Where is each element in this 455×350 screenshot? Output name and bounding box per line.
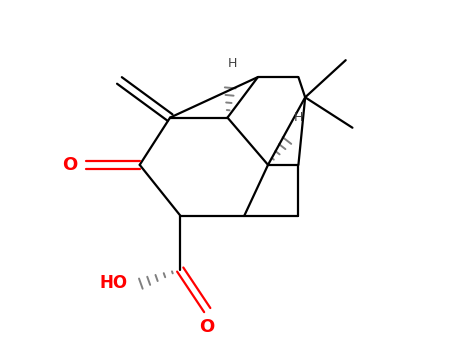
- Text: H: H: [228, 57, 238, 70]
- Text: H: H: [294, 111, 303, 124]
- Text: HO: HO: [100, 274, 127, 292]
- Text: O: O: [62, 156, 77, 174]
- Text: O: O: [200, 318, 215, 336]
